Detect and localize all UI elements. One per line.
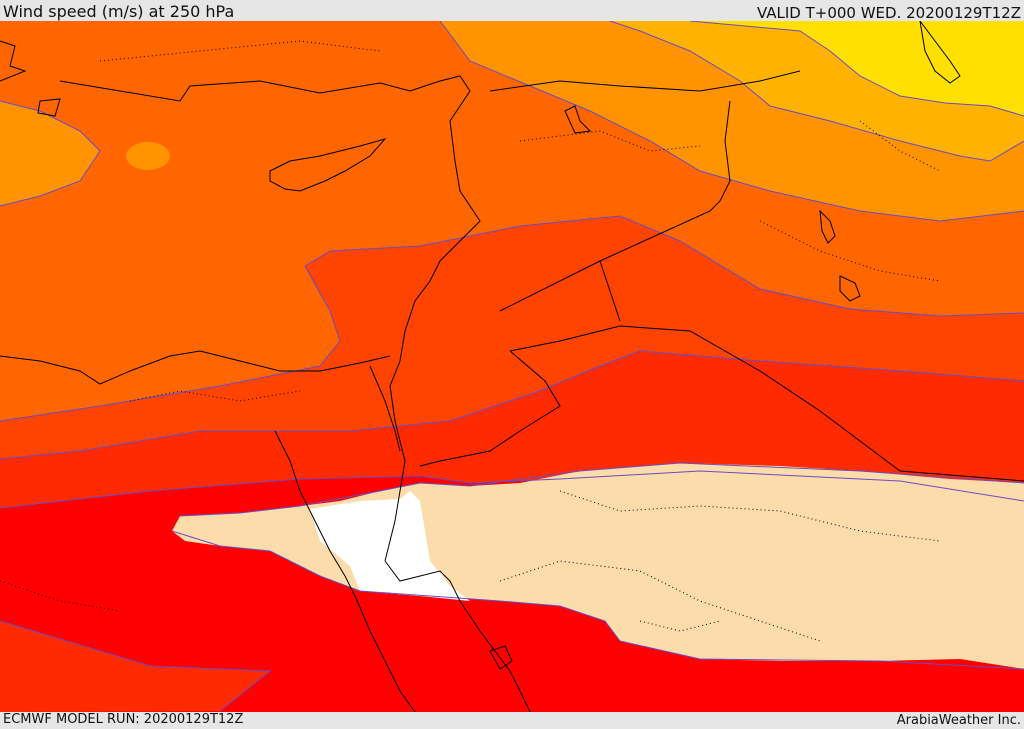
wind-speed-map: [0, 21, 1024, 712]
credit-label: ArabiaWeather Inc.: [896, 713, 1021, 728]
contour-lines: [0, 21, 1024, 712]
valid-time: VALID T+000 WED. 20200129T12Z: [756, 4, 1021, 22]
band-red-orange-south: [0, 621, 270, 712]
band-yellow: [690, 21, 1024, 116]
model-run-label: ECMWF MODEL RUN: 20200129T12Z: [3, 712, 244, 727]
coastlines: [0, 21, 1024, 712]
header-bar: Wind speed (m/s) at 250 hPa VALID T+000 …: [0, 0, 1024, 22]
footer-bar: ECMWF MODEL RUN: 20200129T12Z ArabiaWeat…: [0, 712, 1024, 729]
map-canvas: [0, 21, 1024, 712]
admin-boundaries: [0, 40, 941, 642]
orange-blob: [126, 142, 170, 170]
band-orange-west: [0, 101, 100, 206]
map-title: Wind speed (m/s) at 250 hPa: [3, 2, 235, 21]
